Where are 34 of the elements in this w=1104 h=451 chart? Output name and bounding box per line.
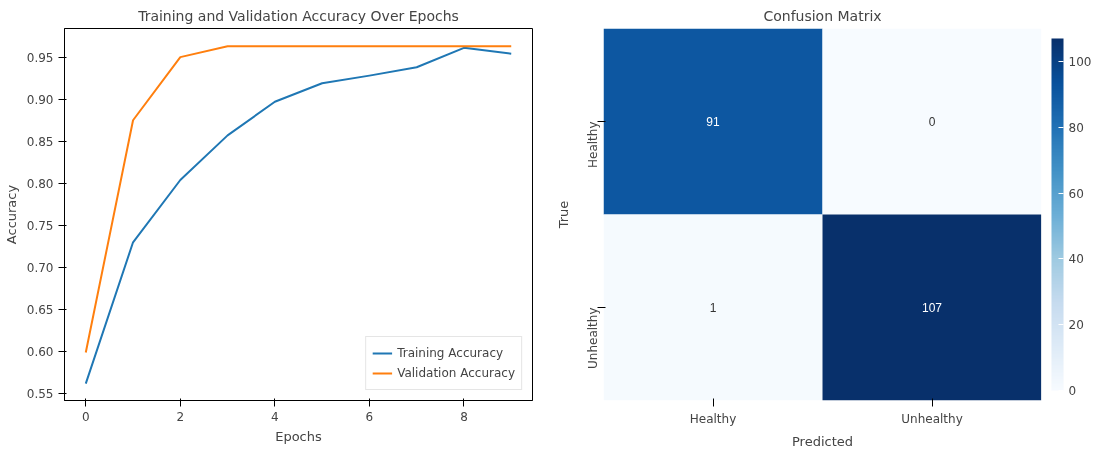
data-label: 107 [921, 301, 943, 315]
data-label: 1 [709, 301, 717, 315]
y-tick-label: 0.65 [26, 303, 54, 318]
chart-title: Training and Validation Accuracy Over Epochs [137, 7, 459, 24]
y-axis-title: Accuracy [3, 184, 19, 245]
chart-title: Confusion Matrix [763, 7, 882, 24]
color-bar-label: 60 [1068, 186, 1084, 201]
data-label: 91 [706, 115, 720, 129]
y-tick-label: 0.85 [26, 134, 54, 149]
x-tick-label: 0 [81, 409, 90, 424]
color-bar-label: 80 [1068, 120, 1084, 135]
y-axis-title: True [555, 200, 571, 230]
x-axis-title: Predicted [791, 433, 854, 449]
x-tick-label: 8 [460, 409, 468, 424]
y-tick-label: 0.70 [26, 261, 54, 276]
x-tick-label: 4 [271, 409, 279, 424]
legend-label: Validation Accuracy [397, 366, 515, 380]
y-tick-label: 0.95 [26, 50, 54, 65]
x-tick-label: 2 [176, 409, 185, 424]
color-bar-label: 20 [1068, 318, 1084, 333]
color-bar-label: 0 [1068, 384, 1077, 398]
y-tick-label: 0.80 [26, 176, 54, 191]
x-tick-label: Healthy [689, 411, 737, 426]
y-tick-label: 0.60 [26, 345, 54, 360]
y-tick-label: 0.55 [26, 387, 54, 402]
y-tick-label: 0.90 [26, 92, 54, 107]
x-axis-title: Epochs [275, 428, 323, 444]
data-label: 0 [928, 115, 936, 129]
x-tick-label: Unhealthy [901, 411, 963, 426]
y-tick-label: 0.75 [26, 218, 54, 233]
color-bar-label: 100 [1068, 55, 1092, 70]
legend-label: Training Accuracy [397, 346, 504, 360]
color-bar-label: 40 [1068, 252, 1084, 267]
x-tick-label: 6 [365, 409, 374, 424]
